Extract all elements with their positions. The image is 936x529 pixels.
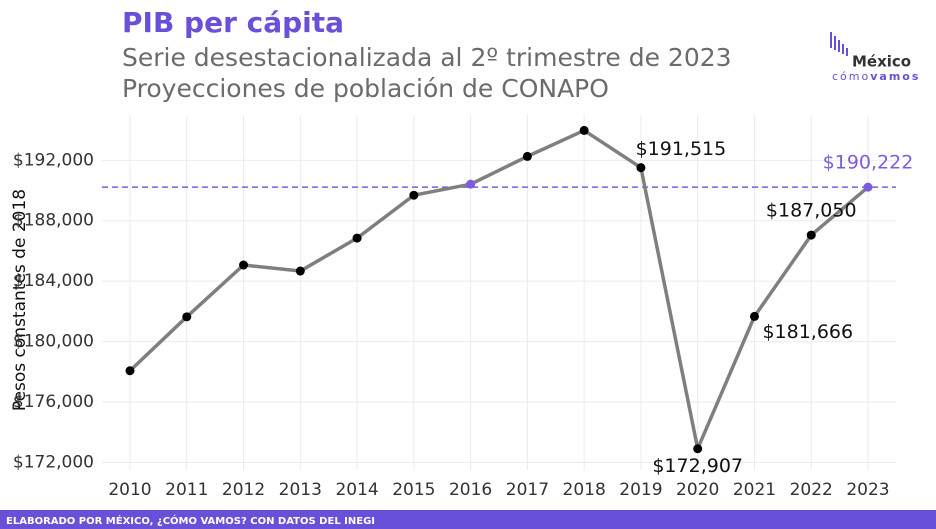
x-tick-label: 2016 <box>449 480 492 500</box>
x-tick-label: 2019 <box>619 480 662 500</box>
chart-subtitle: Serie desestacionalizada al 2º trimestre… <box>122 43 732 72</box>
x-tick-label: 2018 <box>563 480 606 500</box>
y-tick-label: $184,000 <box>13 271 94 291</box>
value-label: $181,666 <box>762 321 853 343</box>
logo-bar <box>842 44 844 54</box>
logo: México cómovamos <box>830 32 920 83</box>
point <box>749 311 759 321</box>
point <box>863 182 873 192</box>
logo-text: vamos <box>870 70 920 83</box>
point <box>295 266 305 276</box>
y-axis-title: Pesos constantes de 2018 <box>10 189 30 411</box>
point <box>806 230 816 240</box>
point <box>352 233 362 243</box>
value-label: $190,222 <box>823 152 914 174</box>
point <box>182 312 192 322</box>
x-tick-label: 2015 <box>392 480 435 500</box>
logo-bar <box>830 32 832 48</box>
footer-bar <box>0 510 936 529</box>
logo-text: México <box>852 53 911 71</box>
point <box>579 125 589 135</box>
logo-bar <box>846 48 848 56</box>
point <box>522 151 532 161</box>
point <box>409 190 419 200</box>
value-label: $172,907 <box>652 455 743 477</box>
x-tick-label: 2010 <box>108 480 151 500</box>
chart-subtitle: Proyecciones de población de CONAPO <box>122 74 609 103</box>
line <box>128 128 870 451</box>
logo-bar <box>838 40 840 52</box>
x-tick-label: 2022 <box>790 480 833 500</box>
x-tick-label: 2020 <box>676 480 719 500</box>
x-tick-label: 2023 <box>846 480 889 500</box>
x-tick-label: 2011 <box>165 480 208 500</box>
logo-bar <box>834 36 836 50</box>
x-tick-label: 2012 <box>222 480 265 500</box>
y-tick-label: $188,000 <box>13 211 94 231</box>
chart-title: PIB per cápita <box>122 6 344 39</box>
x-tick-label: 2014 <box>335 480 378 500</box>
point <box>693 444 703 454</box>
x-tick-label: 2017 <box>506 480 549 500</box>
x-tick-label: 2013 <box>279 480 322 500</box>
y-tick-label: $192,000 <box>13 150 94 170</box>
value-label: $187,050 <box>766 200 857 222</box>
x-tick-label: 2021 <box>733 480 776 500</box>
logo-text: cómovamos <box>832 70 920 83</box>
point <box>466 179 476 189</box>
y-tick-label: $176,000 <box>13 392 94 412</box>
y-tick-label: $180,000 <box>13 332 94 352</box>
point <box>125 366 135 376</box>
point <box>239 260 249 270</box>
footer: ELABORADO POR MÉXICO, ¿CÓMO VAMOS? CON D… <box>6 514 375 527</box>
y-tick-label: $172,000 <box>13 452 94 472</box>
value-label: $191,515 <box>636 138 727 160</box>
logo-text: cómo <box>832 70 870 83</box>
point <box>636 163 646 173</box>
